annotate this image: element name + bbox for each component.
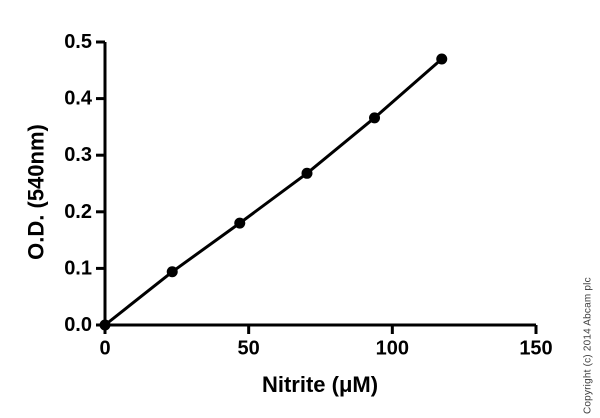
data-point [166, 266, 178, 278]
x-axis-tick-label: 50 [238, 338, 260, 360]
y-axis-tick-label: 0.3 [64, 144, 92, 166]
copyright-notice: Copyright (c) 2014 Abcam plc [583, 277, 594, 414]
x-axis-title: Nitrite (μM) [262, 372, 378, 397]
y-axis-title: O.D. (540nm) [24, 124, 49, 260]
y-axis-tick-label: 0.5 [64, 31, 92, 53]
data-point [369, 112, 381, 124]
x-axis-tick-label: 150 [519, 338, 552, 360]
x-axis-tick-label: 0 [99, 338, 110, 360]
x-axis-tick-label: 100 [376, 338, 409, 360]
data-point [234, 217, 246, 229]
y-axis-tick-label: 0.1 [64, 257, 92, 279]
y-axis-tick-label: 0.0 [64, 314, 92, 336]
data-point [436, 53, 448, 65]
y-axis-tick-label: 0.4 [64, 88, 93, 110]
series-line [103, 57, 444, 327]
y-axis-tick-label: 0.2 [64, 201, 92, 223]
data-point [301, 167, 313, 179]
plot-layer: 0 50 100 150 0.0 0.1 0.2 0.3 0.4 0.5 [64, 31, 553, 360]
